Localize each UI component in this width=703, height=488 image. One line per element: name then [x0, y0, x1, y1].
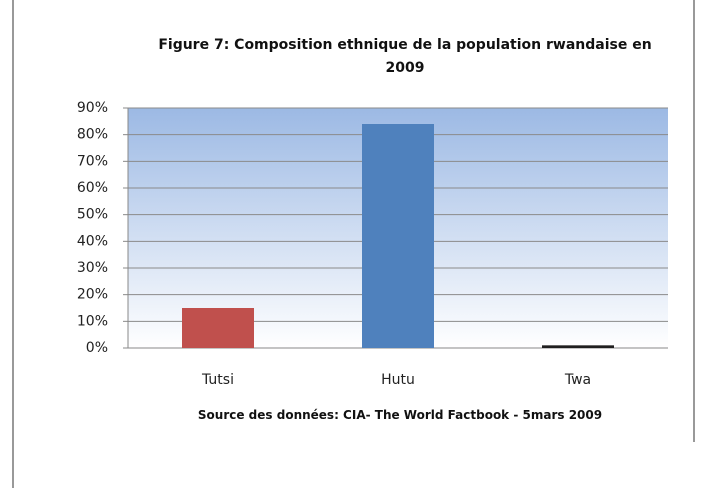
y-tick-label: 20% — [77, 287, 108, 303]
y-tick-label: 70% — [77, 153, 108, 169]
bar — [182, 308, 254, 348]
y-tick-label: 40% — [77, 233, 108, 249]
y-tick-label: 30% — [77, 260, 108, 276]
frame — [12, 0, 695, 442]
y-tick-label: 80% — [77, 127, 108, 143]
x-tick-label: Twa — [564, 372, 591, 388]
y-tick-label: 90% — [77, 100, 108, 116]
frame — [12, 440, 14, 488]
x-tick-label: Tutsi — [201, 372, 234, 388]
x-tick-label: Hutu — [381, 372, 415, 388]
y-tick-label: 50% — [77, 207, 108, 223]
source: Source des données: CIA- The World Factb… — [197, 408, 603, 422]
y-tick-label: 60% — [77, 180, 108, 196]
y-tick-label: 10% — [77, 313, 108, 329]
bar — [542, 345, 614, 348]
y-tick-label: 0% — [86, 340, 108, 356]
bar — [362, 124, 434, 348]
chart-title: Figure 7: Composition ethnique de la pop… — [158, 37, 652, 76]
